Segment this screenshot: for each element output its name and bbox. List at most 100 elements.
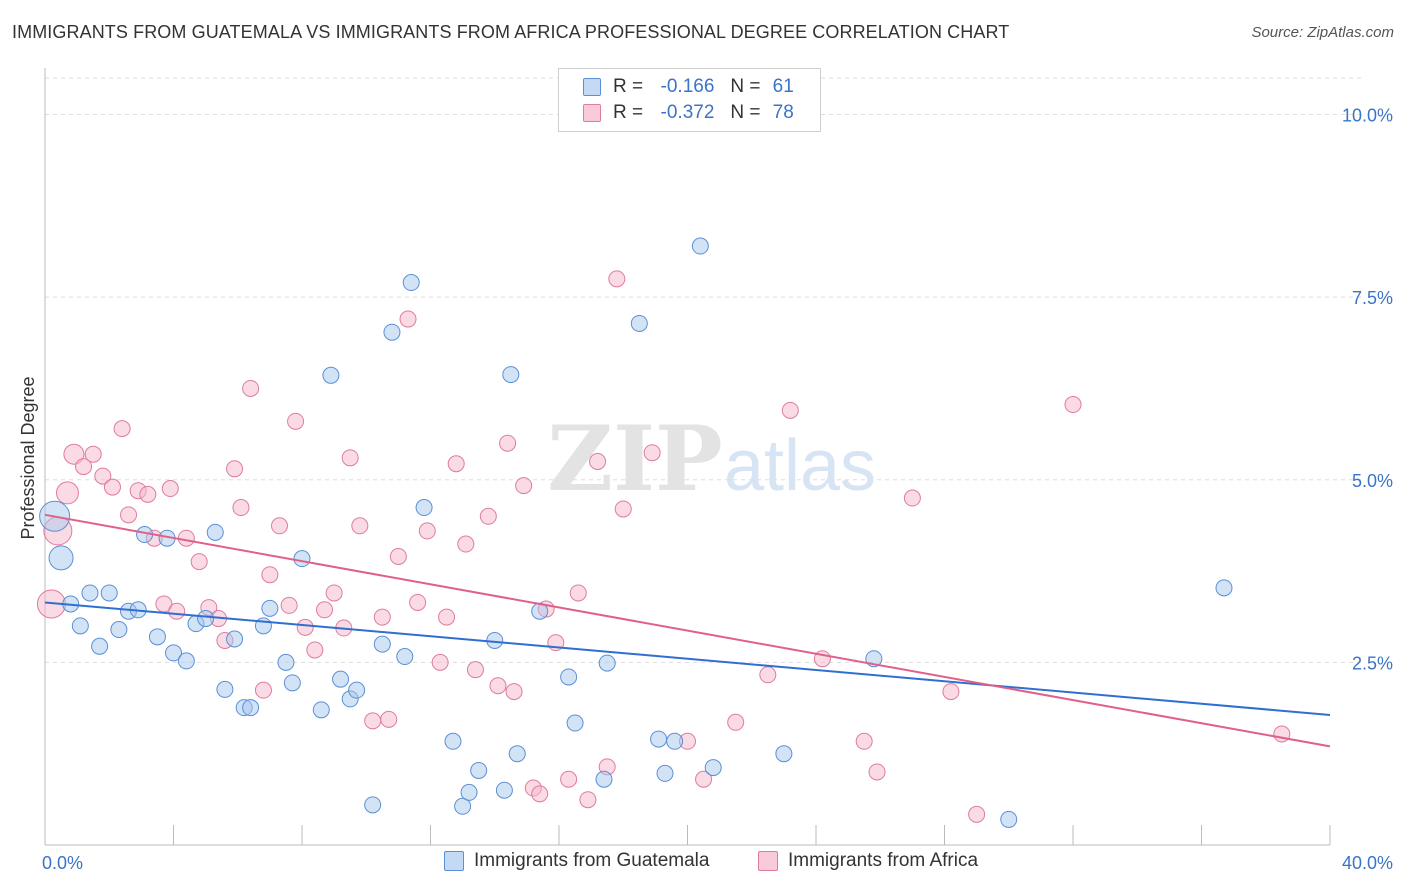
stats-row-guatemala: R = -0.166 N = 61 (583, 75, 794, 99)
y-tick-label: 10.0% (1342, 106, 1393, 126)
guatemala-point (71, 617, 89, 635)
africa-r-value: -0.372 (660, 102, 715, 123)
africa-point (380, 710, 398, 728)
guatemala-point (460, 783, 478, 801)
africa-point (325, 584, 343, 602)
africa-point (466, 661, 484, 679)
guatemala-point (402, 274, 420, 292)
africa-point (261, 566, 279, 584)
guatemala-point (216, 680, 234, 698)
guatemala-point (348, 681, 366, 699)
africa-point (418, 522, 436, 540)
africa-point (94, 467, 112, 485)
watermark-zip: ZIP (547, 406, 722, 512)
guatemala-point (197, 610, 215, 628)
stats-legend: R = -0.166 N = 61 R = -0.372 N = 78 (558, 68, 821, 132)
africa-point (389, 547, 407, 565)
chart-title: IMMIGRANTS FROM GUATEMALA VS IMMIGRANTS … (12, 22, 1010, 42)
africa-point (589, 453, 607, 470)
africa-point (727, 713, 745, 731)
africa-point (781, 401, 799, 419)
africa-point (759, 666, 777, 684)
africa-point (242, 379, 260, 397)
africa-point (560, 770, 578, 788)
guatemala-point (595, 770, 613, 788)
guatemala-legend-swatch (444, 851, 464, 871)
guatemala-trend-line (44, 601, 1331, 716)
africa-point (499, 434, 517, 452)
africa-point (614, 500, 632, 518)
guatemala-point (81, 584, 99, 602)
guatemala-point (293, 550, 311, 568)
africa-point (232, 499, 250, 517)
africa-point (479, 507, 497, 525)
guatemala-point (242, 699, 260, 717)
africa-point (280, 596, 298, 614)
n-label: N = (730, 76, 761, 97)
africa-point (409, 593, 427, 611)
guatemala-point (560, 668, 578, 686)
africa-point (287, 412, 305, 430)
africa-point (579, 791, 597, 809)
guatemala-point (91, 637, 109, 655)
africa-point (399, 310, 417, 328)
africa-n-value: 78 (772, 102, 794, 123)
legend-label-guatemala: Immigrants from Guatemala (474, 850, 710, 871)
guatemala-point (415, 499, 433, 517)
legend-label-africa: Immigrants from Africa (788, 850, 979, 871)
africa-point (113, 420, 131, 438)
watermark-atlas: atlas (724, 426, 876, 506)
x-tick-label: 40.0% (1342, 853, 1393, 873)
guatemala-point (396, 648, 414, 666)
guatemala-point (261, 599, 279, 617)
guatemala-swatch (583, 78, 601, 96)
x-tick-label: 0.0% (42, 853, 83, 873)
africa-point (296, 618, 314, 636)
africa-legend-swatch (758, 851, 778, 871)
africa-point (120, 506, 138, 524)
guatemala-point (775, 745, 793, 763)
africa-point (161, 480, 179, 498)
guatemala-point (332, 670, 350, 688)
africa-point (447, 455, 465, 473)
africa-point (373, 608, 391, 626)
africa-point (868, 763, 886, 781)
series-legend: Immigrants from Guatemala Immigrants fro… (0, 850, 1406, 878)
africa-point (569, 584, 587, 602)
africa-point (438, 608, 456, 626)
guatemala-point (1215, 579, 1233, 597)
legend-item-guatemala[interactable]: Immigrants from Guatemala (444, 850, 709, 872)
guatemala-point (650, 730, 668, 748)
guatemala-point (148, 628, 166, 646)
guatemala-point (206, 523, 224, 541)
y-tick-label: 2.5% (1352, 653, 1393, 673)
guatemala-point (598, 654, 616, 672)
africa-point (457, 535, 475, 553)
y-tick-label: 5.0% (1352, 471, 1393, 491)
africa-point (315, 601, 333, 619)
guatemala-point (364, 796, 382, 814)
guatemala-point (454, 797, 472, 815)
africa-point (254, 681, 272, 699)
africa-trend-line (44, 513, 1331, 748)
africa-point (489, 677, 507, 695)
africa-point (855, 732, 873, 750)
n-label: N = (730, 102, 761, 123)
africa-point (431, 653, 449, 671)
africa-point (942, 683, 960, 701)
guatemala-point (283, 674, 301, 692)
guatemala-n-value: 61 (772, 76, 794, 97)
africa-point (531, 785, 549, 803)
legend-item-africa[interactable]: Immigrants from Africa (758, 850, 978, 872)
guatemala-point (502, 366, 520, 384)
guatemala-point (177, 652, 195, 670)
africa-point (968, 805, 986, 823)
guatemala-point (48, 545, 74, 571)
africa-point (55, 481, 79, 505)
africa-point (63, 443, 85, 465)
guatemala-point (226, 630, 244, 648)
r-label: R = (613, 102, 644, 123)
r-label: R = (613, 76, 644, 97)
africa-point (190, 553, 208, 571)
